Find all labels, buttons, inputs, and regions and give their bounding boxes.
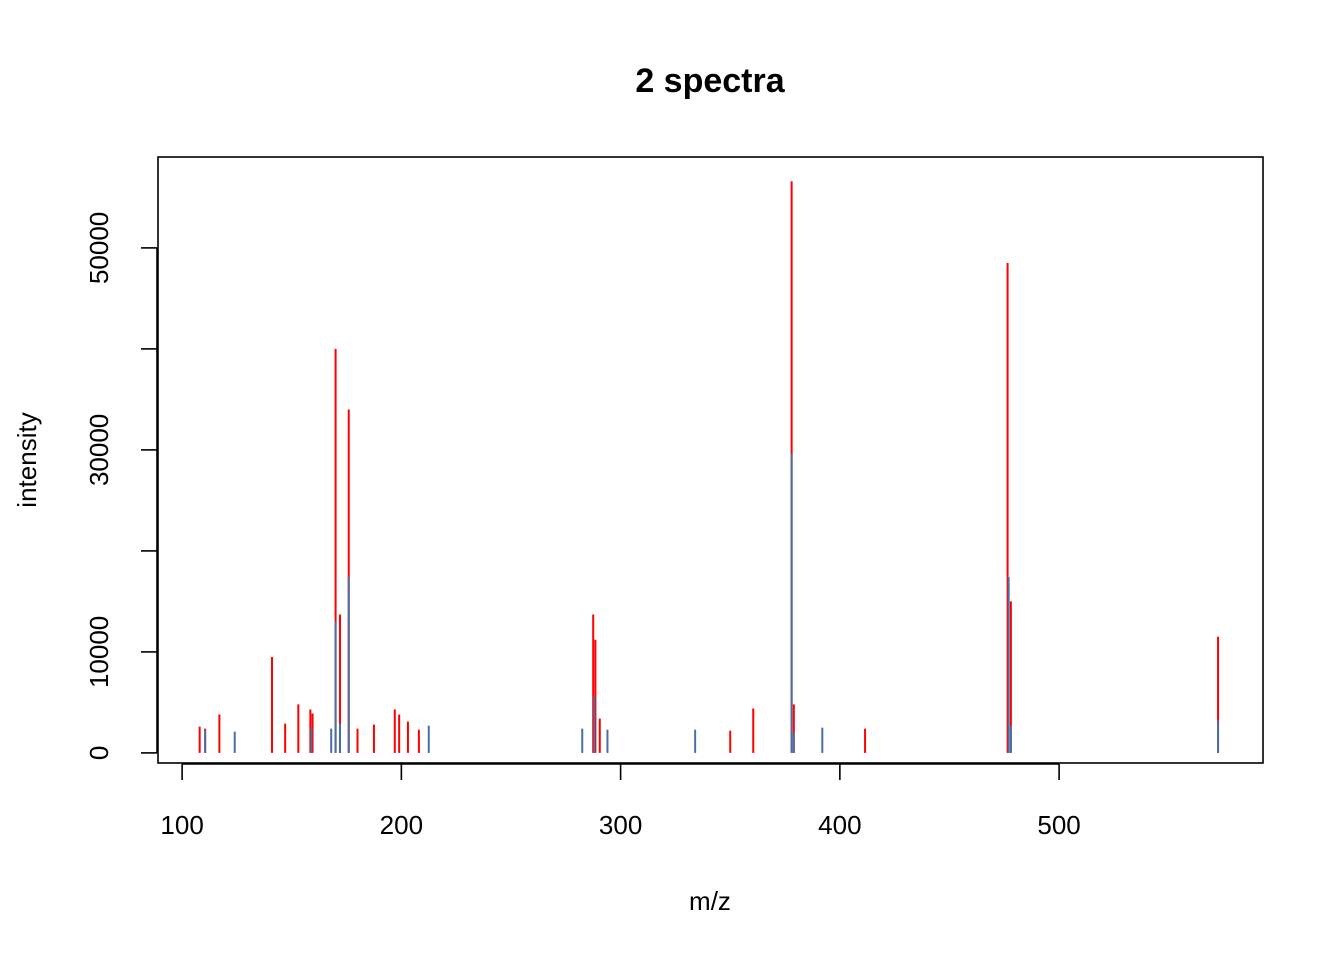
chart-title: 2 spectra (635, 62, 785, 100)
y-axis: 0 10000 30000 50000 (84, 212, 158, 760)
x-axis-label: m/z (689, 886, 731, 916)
x-tick-label: 100 (160, 810, 203, 840)
y-tick-label: 10000 (84, 616, 114, 688)
y-axis-label: intensity (12, 412, 42, 507)
spectra-peaks (198, 181, 1220, 753)
y-tick-label: 30000 (84, 414, 114, 486)
x-tick-label: 200 (380, 810, 423, 840)
x-tick-label: 400 (818, 810, 861, 840)
x-tick-label: 500 (1037, 810, 1080, 840)
y-tick-label: 0 (84, 746, 114, 760)
x-axis: 100 200 300 400 500 (160, 763, 1081, 840)
plot-area (157, 156, 1264, 764)
y-tick-label: 50000 (84, 212, 114, 284)
x-tick-label: 300 (599, 810, 642, 840)
